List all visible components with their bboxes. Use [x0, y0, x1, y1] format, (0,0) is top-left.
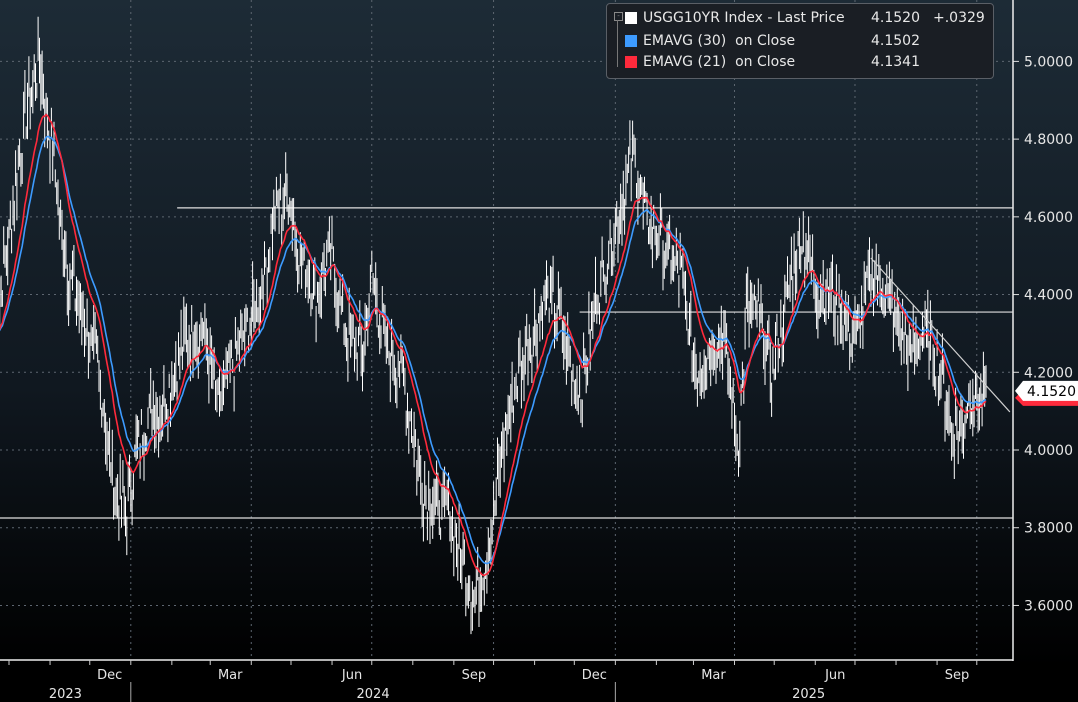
- legend-label: EMAVG (30) on Close: [643, 33, 796, 49]
- collapse-icon[interactable]: -: [614, 12, 623, 21]
- y-tick-label: 3.6000: [1024, 598, 1073, 614]
- year-label: 2025: [792, 687, 825, 702]
- trend-line: [870, 257, 1011, 413]
- y-tick-label: 5.0000: [1024, 54, 1073, 70]
- x-tick-label: Dec: [582, 668, 607, 683]
- legend-item-ema30[interactable]: EMAVG (30) on Close 4.1502: [625, 31, 933, 51]
- legend-swatch-red: [625, 56, 637, 68]
- legend-tree-line: [617, 20, 624, 67]
- price-bars: [0, 16, 987, 635]
- legend-swatch-white: [625, 12, 637, 24]
- last-price-tag: [1015, 380, 1078, 401]
- x-tick-label: Jun: [824, 668, 845, 683]
- year-label: 2024: [357, 687, 390, 702]
- legend-item-price[interactable]: USGG10YR Index - Last Price 4.1520 +.032…: [625, 8, 985, 28]
- ema30-line: [0, 135, 987, 565]
- y-tick-label: 3.8000: [1024, 521, 1073, 537]
- y-tick-label: 4.8000: [1024, 132, 1073, 148]
- x-tick-label: Sep: [462, 668, 487, 683]
- x-tick-label: Mar: [218, 668, 243, 683]
- legend: - USGG10YR Index - Last Price 4.1520 +.0…: [606, 3, 994, 79]
- last-price-label: 4.1520: [1027, 384, 1076, 400]
- x-tick-label: Mar: [701, 668, 726, 683]
- legend-label: EMAVG (21) on Close: [643, 54, 796, 70]
- y-tick-label: 4.6000: [1024, 210, 1073, 226]
- year-label: 2023: [49, 687, 82, 702]
- x-tick-label: Jun: [341, 668, 362, 683]
- legend-value: 4.1520: [871, 10, 920, 26]
- x-tick-label: Dec: [97, 668, 122, 683]
- legend-change: +.0329: [933, 10, 985, 26]
- y-tick-label: 4.2000: [1024, 365, 1073, 381]
- legend-swatch-blue: [625, 35, 637, 47]
- ema21-line: [0, 113, 987, 577]
- legend-value: 4.1502: [871, 33, 920, 49]
- y-tick-label: 4.4000: [1024, 288, 1073, 304]
- y-tick-label: 4.0000: [1024, 443, 1073, 459]
- legend-item-ema21[interactable]: EMAVG (21) on Close 4.1341: [625, 52, 933, 72]
- legend-label: USGG10YR Index - Last Price: [643, 10, 845, 26]
- legend-value: 4.1341: [871, 54, 920, 70]
- x-tick-label: Sep: [945, 668, 970, 683]
